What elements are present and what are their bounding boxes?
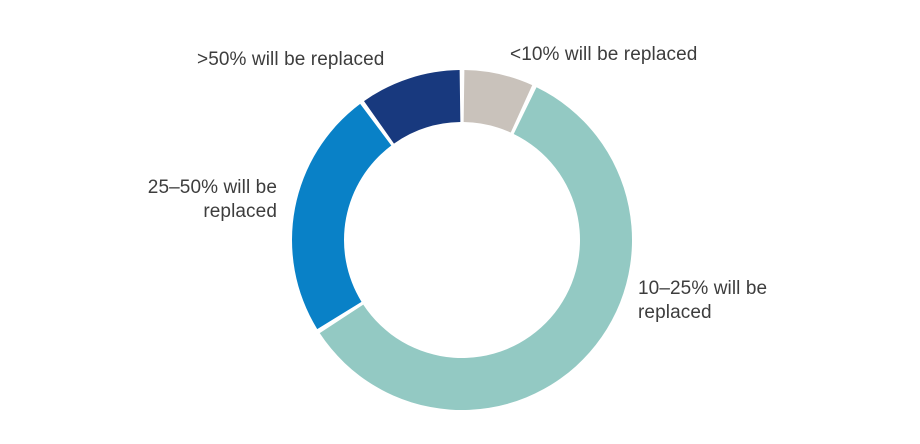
donut-segment-2 [292,103,392,330]
callout-label-gt50: >50% will be replaced [197,49,385,70]
callout-label-25-50: 25–50% will be replaced [147,177,277,222]
donut-segment-3 [364,70,461,144]
donut-segment-0 [463,70,533,133]
callout-label-lt10: <10% will be replaced [510,44,698,65]
donut-segment-1 [319,87,633,411]
callout-label-10-25: 10–25% will be replaced [638,278,768,323]
